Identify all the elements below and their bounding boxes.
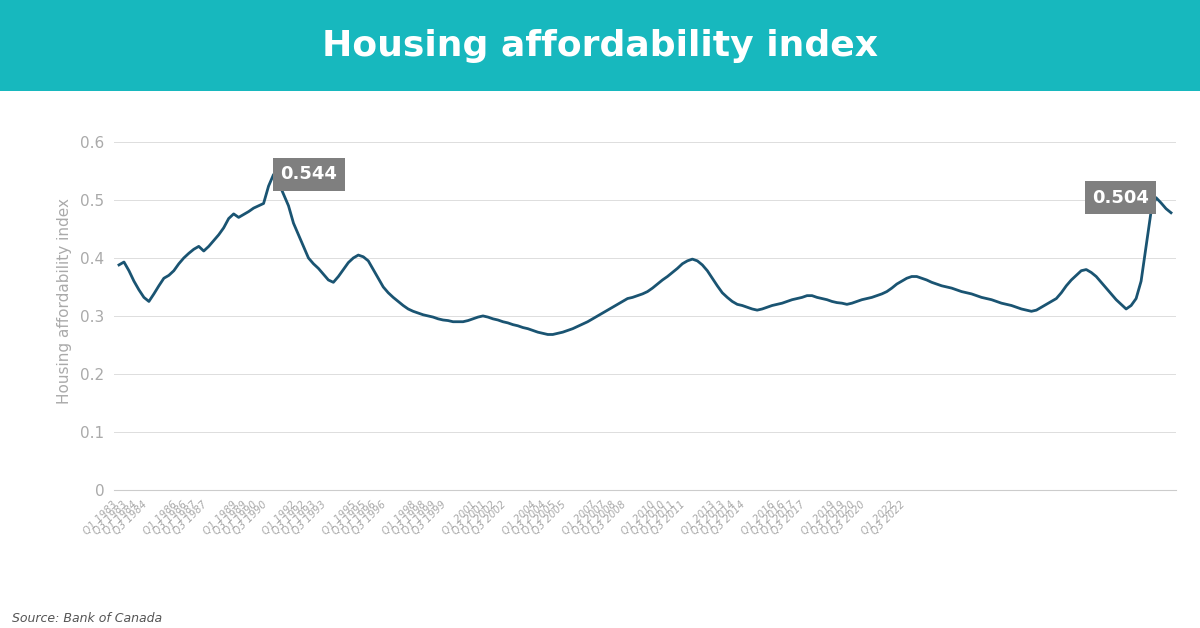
- Text: 0.544: 0.544: [281, 166, 337, 183]
- Text: Housing affordability index: Housing affordability index: [322, 28, 878, 63]
- Text: 0.504: 0.504: [1092, 188, 1150, 207]
- Y-axis label: Housing affordability index: Housing affordability index: [56, 198, 72, 404]
- Text: Source: Bank of Canada: Source: Bank of Canada: [12, 612, 162, 625]
